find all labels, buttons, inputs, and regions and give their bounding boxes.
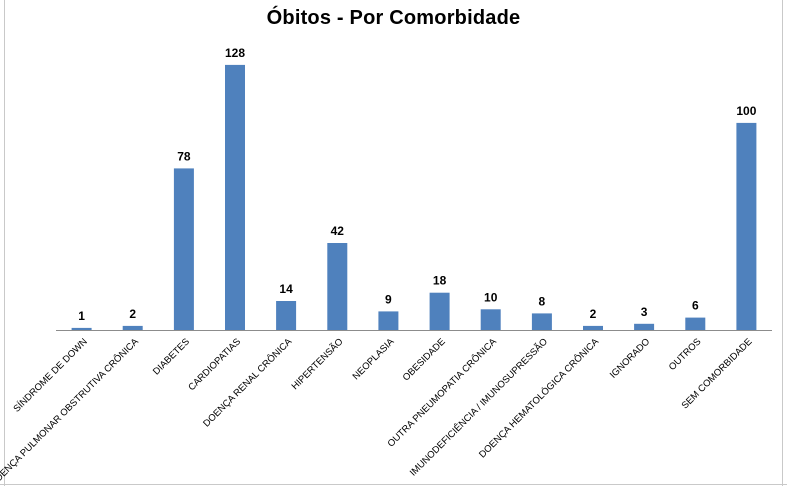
data-label: 128 — [225, 46, 245, 60]
data-label: 42 — [331, 224, 345, 238]
data-label: 100 — [736, 104, 756, 118]
chart-left-border — [4, 0, 5, 486]
x-tick-label: DOENÇA RENAL CRÔNICA — [201, 336, 294, 429]
chart-title: Óbitos - Por Comorbidade — [266, 7, 521, 29]
bar — [429, 292, 450, 330]
data-label: 6 — [692, 299, 699, 313]
data-label: 9 — [385, 292, 392, 306]
data-label: 2 — [590, 307, 597, 321]
data-label: 78 — [177, 149, 191, 163]
x-tick-label: OUTROS — [667, 336, 704, 373]
bar — [634, 323, 655, 330]
x-tick-label: DIABETES — [151, 336, 192, 377]
data-label: 3 — [641, 305, 648, 319]
chart-right-border — [782, 0, 783, 486]
bar — [122, 325, 143, 330]
data-label: 18 — [433, 274, 447, 288]
bar — [327, 243, 348, 330]
x-tick-label: CARDIOPATIAS — [186, 336, 243, 393]
bar — [685, 317, 706, 330]
bar — [583, 325, 603, 330]
bar — [736, 122, 757, 331]
data-label: 14 — [279, 282, 293, 296]
data-labels-layer: 1 2 78 128 14 42 9 18 10 8 2 3 6 100 — [78, 46, 756, 323]
bar — [71, 327, 92, 330]
data-label: 8 — [539, 294, 546, 308]
data-label: 10 — [484, 290, 498, 304]
bar — [173, 168, 194, 330]
x-tick-label: OBESIDADE — [401, 336, 448, 383]
bars-layer — [71, 64, 757, 331]
bar — [225, 64, 245, 331]
bar — [480, 309, 501, 330]
bar — [531, 313, 552, 330]
data-label: 2 — [129, 307, 136, 321]
x-tick-label: OUTRA PNEUMOPATIA CRÔNICA — [386, 336, 500, 450]
bar — [378, 311, 399, 330]
bar — [276, 301, 297, 330]
x-tick-label: HIPERTENSÃO — [290, 336, 346, 392]
x-tick-label: NEOPLASIA — [351, 336, 397, 382]
data-label: 1 — [78, 309, 85, 323]
x-tick-label: IGNORADO — [608, 336, 652, 380]
chart-bottom-border — [0, 484, 787, 485]
